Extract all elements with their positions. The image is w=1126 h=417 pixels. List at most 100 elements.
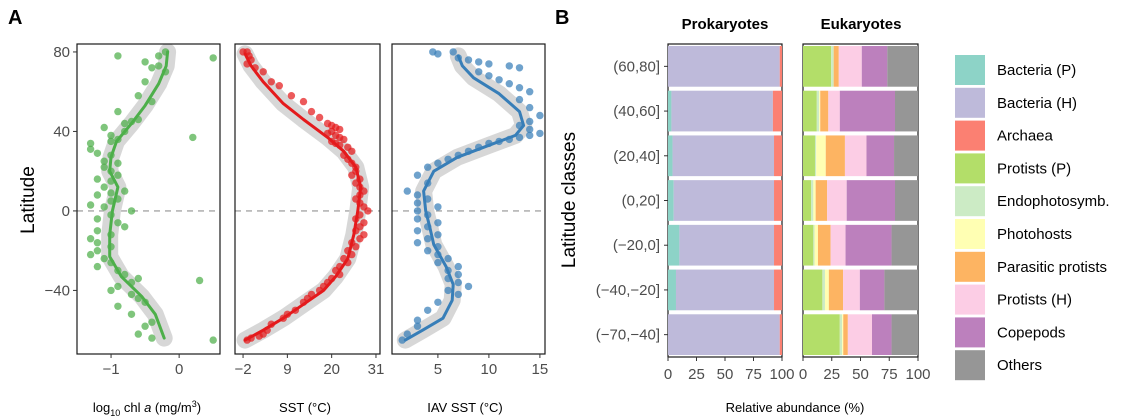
legend-label: Copepods	[997, 324, 1065, 341]
bar-segment	[816, 135, 826, 177]
panel-a-x-axis-title-2: SST (°C)	[279, 400, 331, 415]
y-tick-label: 40	[53, 123, 70, 140]
legend-swatch	[955, 120, 985, 151]
data-point	[93, 191, 102, 199]
legend-label: Bacteria (H)	[997, 95, 1077, 112]
data-point	[86, 139, 95, 148]
subplot-frame	[76, 43, 221, 355]
data-point	[340, 135, 348, 144]
data-point	[413, 239, 422, 247]
data-point	[107, 131, 115, 140]
data-point	[86, 250, 95, 259]
data-point	[114, 159, 122, 167]
panel-a-label: A	[8, 7, 22, 29]
data-point	[352, 243, 360, 251]
bar-segment	[895, 90, 918, 132]
data-point	[526, 88, 534, 96]
x-tick-label: −1	[102, 361, 119, 378]
data-point	[93, 175, 102, 183]
data-point	[434, 203, 442, 211]
data-point	[148, 64, 156, 72]
bar-segment	[847, 314, 872, 355]
data-point	[100, 163, 108, 171]
data-point	[424, 247, 432, 255]
smooth-curve	[243, 52, 363, 342]
bar-segment	[803, 135, 815, 177]
unit-text: (mg/m	[151, 400, 191, 415]
data-point	[114, 107, 122, 116]
data-point	[485, 72, 493, 80]
data-point	[114, 171, 122, 179]
subplot-frame	[391, 43, 546, 355]
data-point	[336, 125, 344, 134]
data-point	[348, 171, 356, 179]
bar-segment	[772, 90, 782, 132]
legend-label: Bacteria (P)	[997, 62, 1076, 79]
data-point	[464, 56, 473, 64]
legend-swatch	[955, 87, 985, 118]
data-point	[209, 54, 217, 62]
data-point	[449, 48, 457, 56]
data-point	[434, 258, 442, 267]
data-point	[100, 254, 108, 263]
bar-segment	[679, 224, 775, 266]
bar-segment	[843, 269, 860, 311]
data-point	[141, 78, 149, 86]
bar-segment	[668, 269, 676, 311]
x-tick-label: 50	[852, 366, 869, 383]
data-point	[413, 191, 422, 199]
x-tick-label: 25	[823, 366, 840, 383]
legend-swatch	[955, 251, 985, 282]
data-point	[121, 223, 129, 231]
data-point	[515, 133, 524, 142]
data-point	[155, 52, 163, 60]
y-tick-label: 80	[53, 44, 70, 61]
x-tick-label: 0	[664, 366, 672, 383]
plot-area	[396, 47, 544, 349]
bar-segment	[803, 90, 817, 132]
data-point	[114, 302, 122, 310]
data-point	[454, 290, 462, 299]
data-point	[259, 68, 267, 76]
data-point	[413, 215, 422, 223]
bar-segment	[830, 224, 846, 266]
data-point	[148, 318, 156, 326]
data-point	[107, 137, 115, 146]
unit-superscript: 3	[192, 399, 197, 409]
bar-segment	[774, 135, 782, 177]
x-tick-label: 75	[881, 366, 898, 383]
legend-swatch	[955, 186, 985, 217]
data-point	[307, 107, 316, 116]
bar-segment	[814, 224, 818, 266]
data-point	[134, 92, 142, 100]
data-point	[315, 113, 324, 122]
panel-a-x-axis-title-3: IAV SST (°C)	[427, 400, 503, 415]
bar-segment	[803, 224, 814, 266]
data-point	[348, 147, 356, 155]
category-label: (20,40]	[613, 148, 660, 165]
panel-a-x-axis-title-1: log10 chl a (mg/m3)	[93, 399, 201, 417]
y-tick-label: 0	[62, 203, 70, 220]
category-label: (−70,−40]	[596, 327, 660, 344]
data-point	[403, 187, 411, 195]
data-point	[515, 64, 524, 72]
data-point	[195, 276, 204, 285]
legend-label: Photohosts	[997, 226, 1072, 243]
bar-segment	[668, 46, 780, 87]
data-point	[114, 282, 122, 291]
bar-segment	[811, 180, 814, 221]
data-point	[93, 262, 102, 271]
bar-segment	[774, 269, 782, 311]
data-point	[93, 149, 102, 157]
bar-segment	[894, 135, 918, 177]
x-tick-label: 10	[481, 361, 498, 378]
data-point	[403, 330, 411, 338]
bar-segment	[839, 90, 895, 132]
bar-segment	[779, 314, 782, 355]
bar-segment	[891, 314, 918, 355]
facet-1: 0 25 50 75 100	[664, 43, 795, 383]
legend-swatch	[955, 284, 985, 315]
legend-label: Protists (P)	[997, 160, 1071, 177]
legend-swatch	[955, 350, 985, 381]
